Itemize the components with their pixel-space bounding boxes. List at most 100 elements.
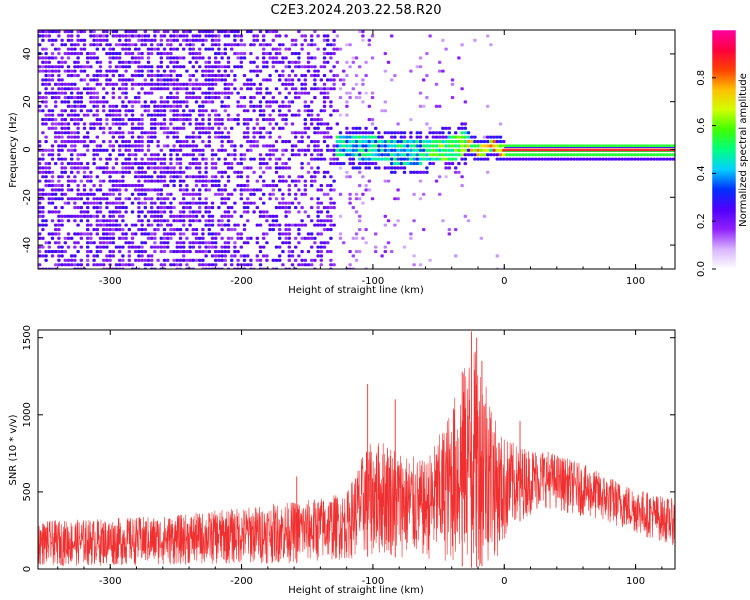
spectrogram-cell	[438, 104, 442, 108]
spectrogram-cell	[463, 131, 467, 135]
spectrogram-cell	[57, 78, 61, 82]
spectrogram-cell	[239, 60, 243, 64]
spectrogram-cell	[444, 166, 448, 170]
spectrogram-cell	[204, 30, 208, 34]
spectrogram-cell	[383, 140, 387, 144]
spectrogram-cell	[418, 170, 423, 174]
spectrogram-cell	[434, 140, 439, 144]
spectrogram-cell	[178, 210, 183, 214]
spectrogram-cell	[38, 263, 42, 267]
spectrogram-cell	[332, 144, 336, 148]
spectrogram-cell	[332, 52, 336, 56]
spectrogram-cell	[226, 118, 231, 122]
spectrogram-cell	[166, 223, 170, 227]
spectrogram-cell	[118, 148, 122, 152]
spectrogram-cell	[290, 60, 295, 64]
spectrogram-cell	[396, 166, 400, 170]
spectrogram-y-tick-label: 40	[22, 48, 33, 61]
spectrogram-cell	[41, 122, 45, 126]
spectrogram-cell	[313, 82, 317, 86]
spectrogram-cell	[425, 157, 429, 161]
spectrogram-cell	[239, 87, 243, 91]
spectrogram-cell	[620, 153, 624, 157]
spectrogram-cell	[124, 47, 128, 51]
spectrogram-cell	[242, 258, 247, 262]
spectrogram-cell	[169, 170, 173, 174]
spectrogram-cell	[294, 87, 298, 91]
spectrogram-cell	[38, 192, 42, 196]
spectrogram-cell	[217, 122, 221, 126]
spectrogram-cell	[284, 56, 288, 60]
spectrogram-cell	[652, 153, 656, 157]
spectrogram-cell	[156, 69, 160, 73]
spectrogram-cell	[364, 184, 368, 188]
spectrogram-cell	[566, 157, 570, 161]
spectrogram-cell	[431, 140, 435, 144]
spectrogram-cell	[162, 113, 167, 117]
spectrogram-cell	[73, 87, 77, 91]
spectrogram-cell	[412, 162, 416, 166]
spectrogram-cell	[415, 65, 419, 69]
spectrogram-cell	[159, 263, 163, 267]
spectrogram-cell	[150, 82, 154, 86]
spectrogram-cell	[482, 135, 487, 139]
spectrogram-cell	[143, 170, 147, 174]
spectrogram-cell	[364, 148, 368, 152]
spectrogram-cell	[486, 140, 490, 144]
spectrogram-cell	[671, 153, 675, 157]
spectrogram-cell	[310, 245, 314, 249]
spectrogram-cell	[249, 166, 253, 170]
spectrogram-cell	[121, 166, 125, 170]
spectrogram-cell	[66, 175, 71, 179]
spectrogram-cell	[121, 206, 125, 210]
spectrogram-cell	[63, 126, 67, 130]
spectrogram-cell	[444, 162, 448, 166]
spectrogram-cell	[38, 65, 42, 69]
spectrogram-cell	[47, 184, 51, 188]
spectrogram-cell	[114, 43, 119, 47]
spectrogram-cell	[121, 144, 125, 148]
spectrogram-cell	[492, 140, 496, 144]
spectrogram-cell	[70, 87, 74, 91]
spectrogram-cell	[367, 188, 371, 192]
spectrogram-cell	[233, 78, 237, 82]
spectrogram-cell	[121, 201, 125, 205]
spectrogram-cell	[402, 135, 407, 139]
spectrogram-cell	[422, 170, 426, 174]
spectrogram-cell	[194, 69, 199, 73]
spectrogram-cell	[399, 157, 403, 161]
spectrogram-cell	[319, 153, 323, 157]
spectrogram-cell	[201, 69, 205, 73]
spectrogram-cell	[73, 60, 77, 64]
spectrogram-cell	[319, 201, 323, 205]
spectrogram-cell	[226, 30, 231, 34]
spectrogram-cell	[217, 148, 221, 152]
spectrogram-cell	[102, 197, 106, 201]
spectrogram-cell	[50, 109, 55, 113]
spectrogram-cell	[175, 131, 179, 135]
spectrogram-cell	[412, 140, 416, 144]
spectrogram-cell	[159, 219, 163, 223]
spectrogram-cell	[319, 241, 323, 245]
spectrogram-cell	[66, 131, 71, 135]
spectrogram-cell	[70, 69, 74, 73]
spectrogram-cell	[358, 184, 362, 188]
spectrogram-cell	[63, 30, 67, 34]
spectrogram-cell	[326, 135, 330, 139]
spectrogram-cell	[319, 91, 323, 95]
spectrogram-cell	[185, 214, 189, 218]
spectrogram-cell	[198, 210, 202, 214]
spectrogram-cell	[473, 153, 477, 157]
spectrogram-cell	[281, 263, 285, 267]
spectrogram-cell	[41, 192, 45, 196]
spectrogram-cell	[335, 109, 339, 113]
spectrogram-cell	[338, 144, 343, 148]
spectrogram-cell	[482, 140, 487, 144]
spectrogram-cell	[374, 232, 378, 236]
spectrogram-cell	[204, 245, 208, 249]
spectrogram-cell	[162, 34, 167, 38]
spectrogram-cell	[300, 135, 304, 139]
spectrogram-cell	[607, 157, 611, 161]
spectrogram-cell	[582, 157, 586, 161]
spectrogram-cell	[111, 47, 115, 51]
